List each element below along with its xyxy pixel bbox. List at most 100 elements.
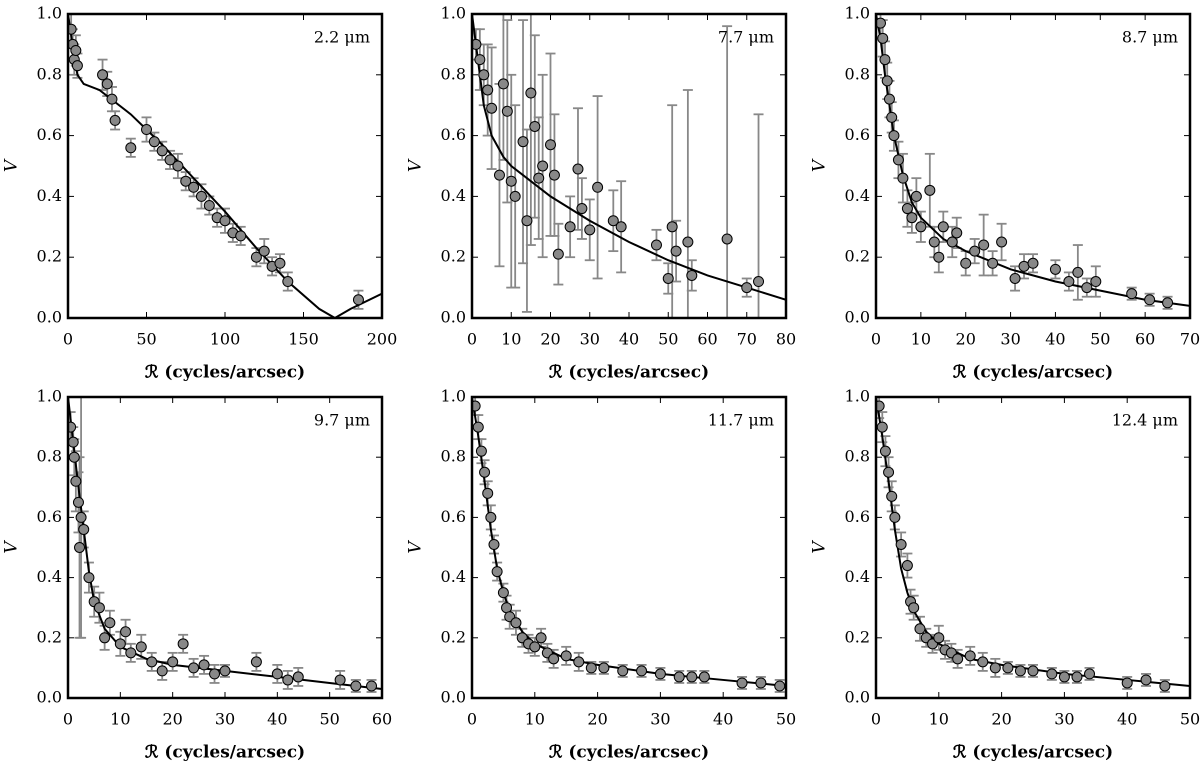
- data-point: [486, 102, 498, 114]
- y-tick-label: 0.6: [441, 507, 466, 526]
- x-tick-label: 60: [372, 710, 392, 729]
- data-point: [203, 200, 215, 212]
- data-point: [910, 190, 922, 202]
- data-point: [879, 54, 891, 66]
- data-point: [479, 466, 491, 478]
- data-point: [889, 511, 901, 523]
- x-tick-label: 30: [580, 330, 600, 349]
- data-point: [741, 282, 753, 294]
- data-point: [125, 647, 137, 659]
- model-curve: [876, 397, 1190, 687]
- data-point: [1159, 680, 1171, 692]
- data-point: [282, 674, 294, 686]
- data-point: [573, 656, 585, 668]
- data-point: [167, 656, 179, 668]
- y-tick-label: 0.6: [37, 507, 62, 526]
- data-point: [1027, 665, 1039, 677]
- y-tick-label: 0.8: [845, 64, 870, 83]
- data-point: [1162, 297, 1174, 309]
- x-tick-label: 10: [501, 330, 521, 349]
- plot-area: [876, 397, 1190, 693]
- data-point: [352, 294, 364, 306]
- y-tick-label: 0.4: [37, 186, 62, 205]
- data-point: [472, 421, 484, 433]
- y-tick-label: 1.0: [37, 4, 62, 23]
- data-point: [876, 400, 885, 412]
- y-tick-label: 0.4: [845, 186, 870, 205]
- data-point: [529, 641, 541, 653]
- x-tick-label: 40: [713, 710, 733, 729]
- data-point: [70, 44, 82, 56]
- data-point: [497, 78, 509, 90]
- x-axis-label: ℛ (cycles/arcsec): [953, 363, 1113, 383]
- x-tick-label: 10: [525, 710, 545, 729]
- data-point: [271, 668, 283, 680]
- y-axis-label: V: [810, 158, 830, 172]
- y-tick-label: 0.2: [845, 247, 870, 266]
- y-tick-label: 0.0: [441, 688, 466, 707]
- y-tick-label: 1.0: [845, 4, 870, 23]
- y-tick-label: 0.8: [441, 447, 466, 466]
- data-point: [93, 602, 105, 614]
- data-point: [952, 653, 964, 665]
- data-point: [491, 566, 503, 578]
- data-point: [474, 54, 486, 66]
- data-point: [886, 111, 898, 123]
- data-point: [721, 233, 733, 245]
- data-point: [753, 276, 765, 288]
- model-curve: [68, 397, 382, 690]
- data-point: [895, 538, 907, 550]
- data-point: [1144, 294, 1156, 306]
- plot-area: [876, 14, 1190, 310]
- data-point: [901, 203, 913, 215]
- data-point: [960, 257, 972, 269]
- data-point: [106, 93, 118, 105]
- x-tick-label: 70: [1180, 330, 1200, 349]
- data-point: [584, 224, 596, 236]
- data-point: [68, 23, 77, 35]
- y-tick-label: 0.2: [845, 627, 870, 646]
- data-point: [576, 203, 588, 215]
- x-tick-label: 0: [871, 710, 881, 729]
- data-point: [1072, 266, 1084, 278]
- data-point: [1140, 674, 1152, 686]
- data-point: [666, 221, 678, 233]
- plot-area: [472, 14, 786, 318]
- data-point: [104, 617, 116, 629]
- y-tick-label: 0.8: [845, 447, 870, 466]
- data-point: [209, 668, 221, 680]
- data-point: [188, 662, 200, 674]
- data-point: [475, 445, 487, 457]
- data-point: [68, 451, 80, 463]
- data-point: [881, 75, 893, 87]
- data-point: [525, 87, 537, 99]
- data-point: [989, 662, 1001, 674]
- data-point: [488, 538, 500, 550]
- x-tick-label: 50: [319, 710, 339, 729]
- x-tick-label: 30: [1000, 330, 1020, 349]
- data-point: [585, 662, 597, 674]
- data-point: [774, 680, 786, 692]
- data-point: [114, 638, 126, 650]
- y-axis-label: V: [406, 540, 426, 554]
- model-curve: [68, 14, 382, 318]
- y-tick-label: 0.4: [845, 567, 870, 586]
- panel-label: 9.7 μm: [314, 411, 370, 430]
- data-point: [924, 184, 936, 196]
- data-point: [68, 436, 79, 448]
- data-point: [188, 181, 200, 193]
- data-point: [876, 421, 888, 433]
- y-tick-label: 0.6: [37, 125, 62, 144]
- data-point: [755, 677, 767, 689]
- data-point: [969, 245, 981, 257]
- data-point: [1002, 662, 1014, 674]
- data-point: [198, 659, 210, 671]
- x-tick-label: 40: [267, 710, 287, 729]
- data-point: [334, 674, 346, 686]
- x-tick-label: 60: [697, 330, 717, 349]
- data-point: [1046, 668, 1058, 680]
- data-point: [472, 38, 482, 50]
- data-point: [219, 665, 231, 677]
- data-point: [670, 245, 682, 257]
